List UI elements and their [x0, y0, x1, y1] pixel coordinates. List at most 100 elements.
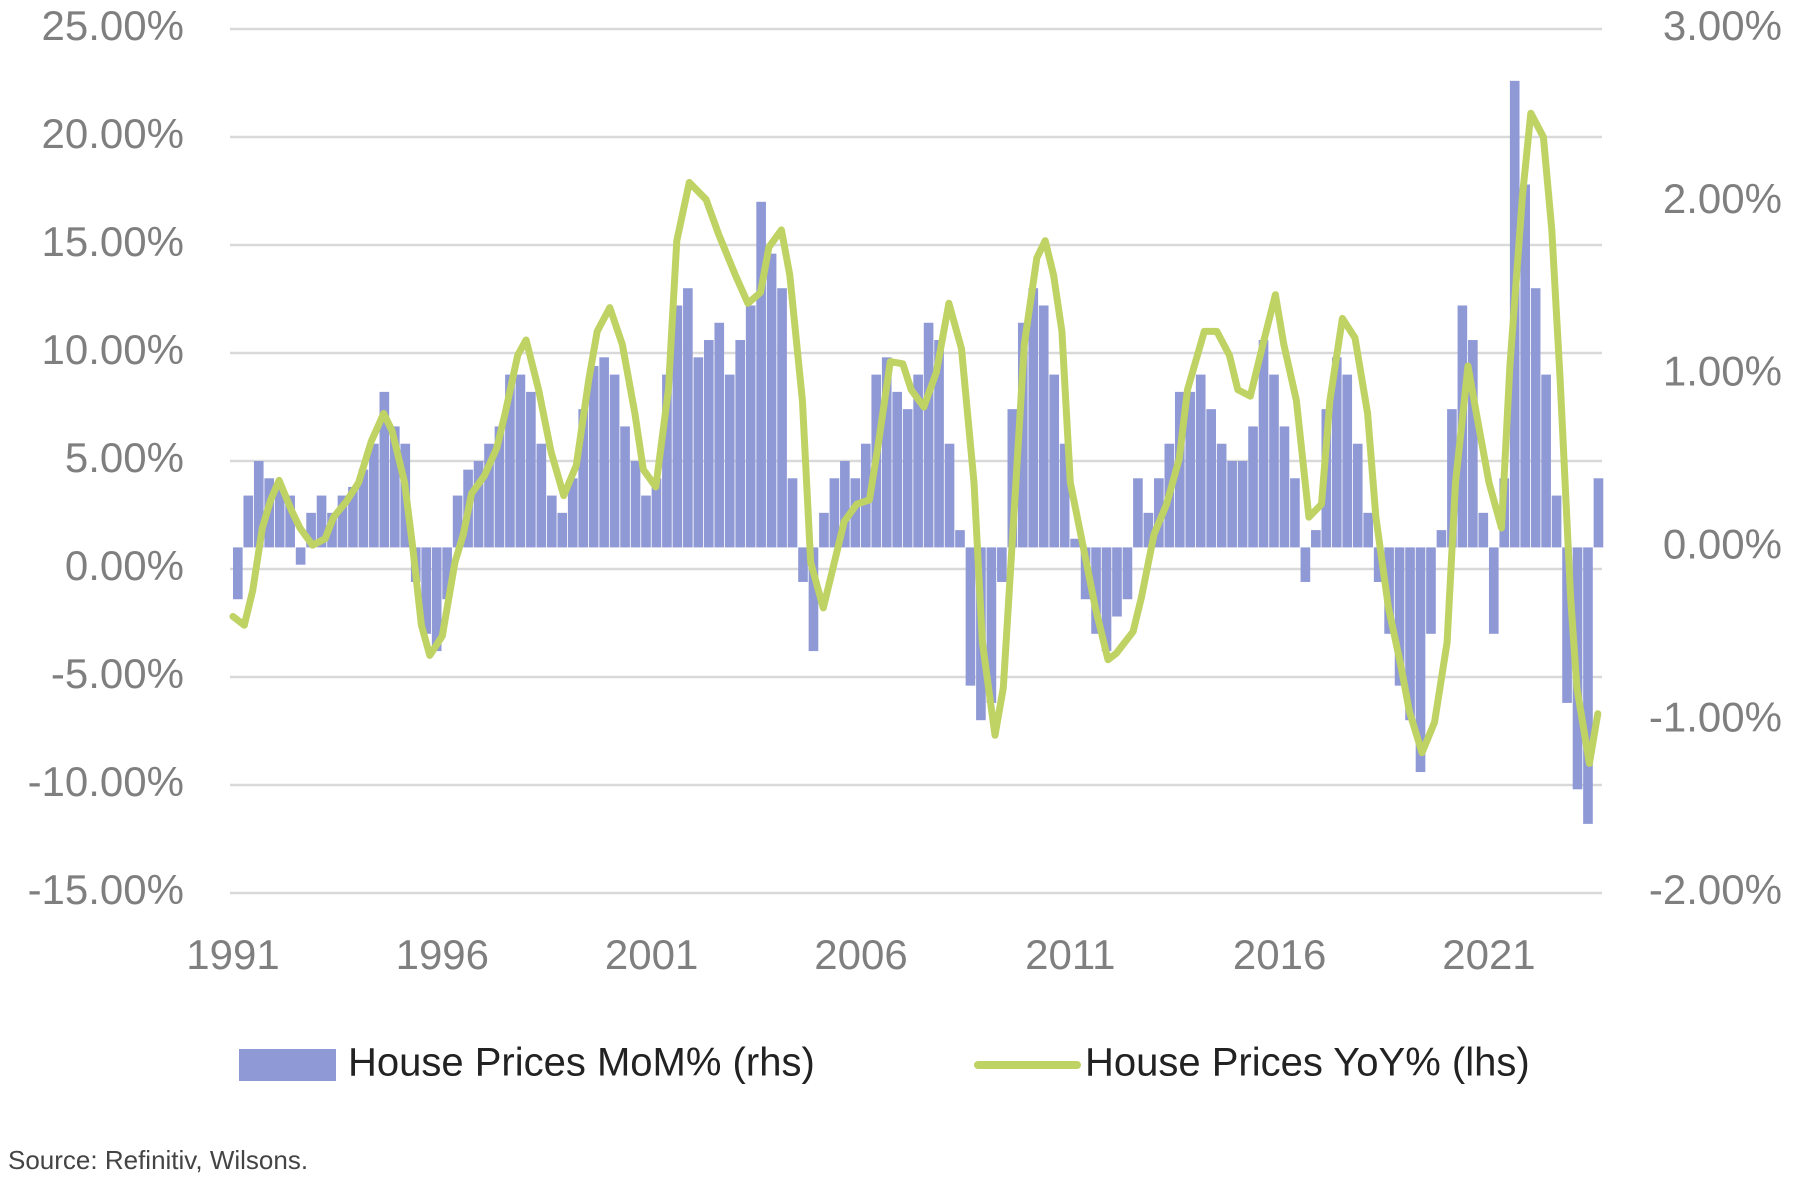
y2-tick-label: -1.00%	[1649, 693, 1782, 740]
bar	[285, 495, 295, 548]
bar	[662, 374, 672, 548]
y2-tick-label: 3.00%	[1663, 2, 1782, 49]
y-tick-label: 20.00%	[42, 110, 184, 157]
bar	[421, 547, 432, 634]
bar	[672, 305, 683, 548]
y-tick-label: 0.00%	[65, 542, 184, 589]
bar	[536, 443, 547, 548]
y-tick-label: 25.00%	[42, 2, 184, 49]
bar	[787, 478, 798, 548]
bar	[683, 288, 693, 548]
bar	[1311, 530, 1321, 548]
bar	[1185, 391, 1196, 548]
bar	[808, 547, 819, 652]
y2-tick-label: 1.00%	[1663, 348, 1782, 395]
bar	[1227, 461, 1237, 548]
x-tick-label: 2011	[1025, 931, 1115, 978]
bar	[389, 426, 400, 548]
bar	[965, 547, 976, 686]
bar	[243, 495, 254, 548]
y2-tick-label: -2.00%	[1649, 866, 1782, 913]
bar	[546, 495, 557, 548]
bar	[1133, 478, 1143, 548]
bar	[1551, 495, 1562, 548]
bar	[369, 443, 379, 548]
bar	[1154, 478, 1164, 548]
x-tick-label: 2021	[1442, 931, 1535, 978]
bar	[1091, 547, 1101, 634]
y2-tick-label: 2.00%	[1663, 175, 1782, 222]
bar	[316, 495, 327, 548]
bar	[923, 322, 934, 548]
bar	[1028, 288, 1039, 548]
bar	[955, 530, 965, 548]
bar	[934, 340, 944, 548]
bar	[1101, 547, 1112, 652]
bar	[1478, 512, 1489, 548]
bar	[1279, 426, 1290, 548]
bar	[588, 365, 599, 548]
bar	[620, 426, 630, 548]
bar	[442, 547, 452, 600]
bar	[1216, 443, 1227, 548]
bar	[1405, 547, 1415, 721]
bar	[1520, 184, 1530, 548]
bar	[651, 478, 662, 548]
y2-tick-label: 0.00%	[1663, 520, 1782, 567]
bar	[1593, 478, 1604, 548]
bar	[850, 478, 861, 548]
x-tick-label: 2001	[605, 931, 698, 978]
legend-label: House Prices YoY% (lhs)	[1085, 1041, 1530, 1085]
bar	[1562, 547, 1572, 703]
bar	[1415, 547, 1426, 773]
bar	[641, 495, 651, 548]
bar	[1373, 547, 1384, 582]
bar	[766, 253, 777, 548]
source-note: Source: Refinitiv, Wilsons.	[8, 1145, 308, 1175]
line	[229, 109, 1602, 767]
bar	[306, 512, 316, 548]
bar	[473, 461, 484, 548]
bar	[1206, 409, 1217, 548]
bar	[337, 495, 348, 548]
bar	[819, 512, 829, 548]
bar	[881, 357, 892, 548]
bar	[1290, 478, 1300, 548]
bar	[777, 288, 787, 548]
bar	[1248, 426, 1258, 548]
bar	[1331, 357, 1342, 548]
bar	[1017, 322, 1028, 548]
bar	[348, 486, 358, 548]
bar	[1583, 547, 1593, 824]
x-tick-label: 2016	[1233, 931, 1326, 978]
x-tick-label: 1991	[186, 931, 279, 978]
x-tick-label: 2006	[814, 931, 907, 978]
bar	[1059, 443, 1070, 548]
bar	[1143, 512, 1154, 548]
bar	[379, 391, 390, 548]
bar	[1038, 305, 1049, 548]
legend-label: House Prices MoM% (rhs)	[348, 1041, 815, 1085]
y-tick-label: -5.00%	[51, 650, 184, 697]
bar	[1468, 340, 1478, 548]
y-tick-label: 10.00%	[42, 326, 184, 373]
bar	[1112, 547, 1122, 617]
bar	[1237, 461, 1248, 548]
bar	[1300, 547, 1311, 582]
legend-swatch	[239, 1049, 336, 1081]
bar	[902, 409, 913, 548]
y-tick-label: -10.00%	[28, 758, 184, 805]
bar	[431, 547, 442, 652]
bar	[1394, 547, 1405, 686]
bar	[1447, 409, 1457, 548]
bar	[703, 340, 714, 548]
bar	[892, 391, 903, 548]
bar	[1195, 374, 1206, 548]
bar	[1269, 374, 1279, 548]
bar	[829, 478, 840, 548]
bar	[274, 486, 285, 548]
bar	[1541, 374, 1551, 548]
bar	[1488, 547, 1499, 634]
x-tick-label: 1996	[396, 931, 489, 978]
